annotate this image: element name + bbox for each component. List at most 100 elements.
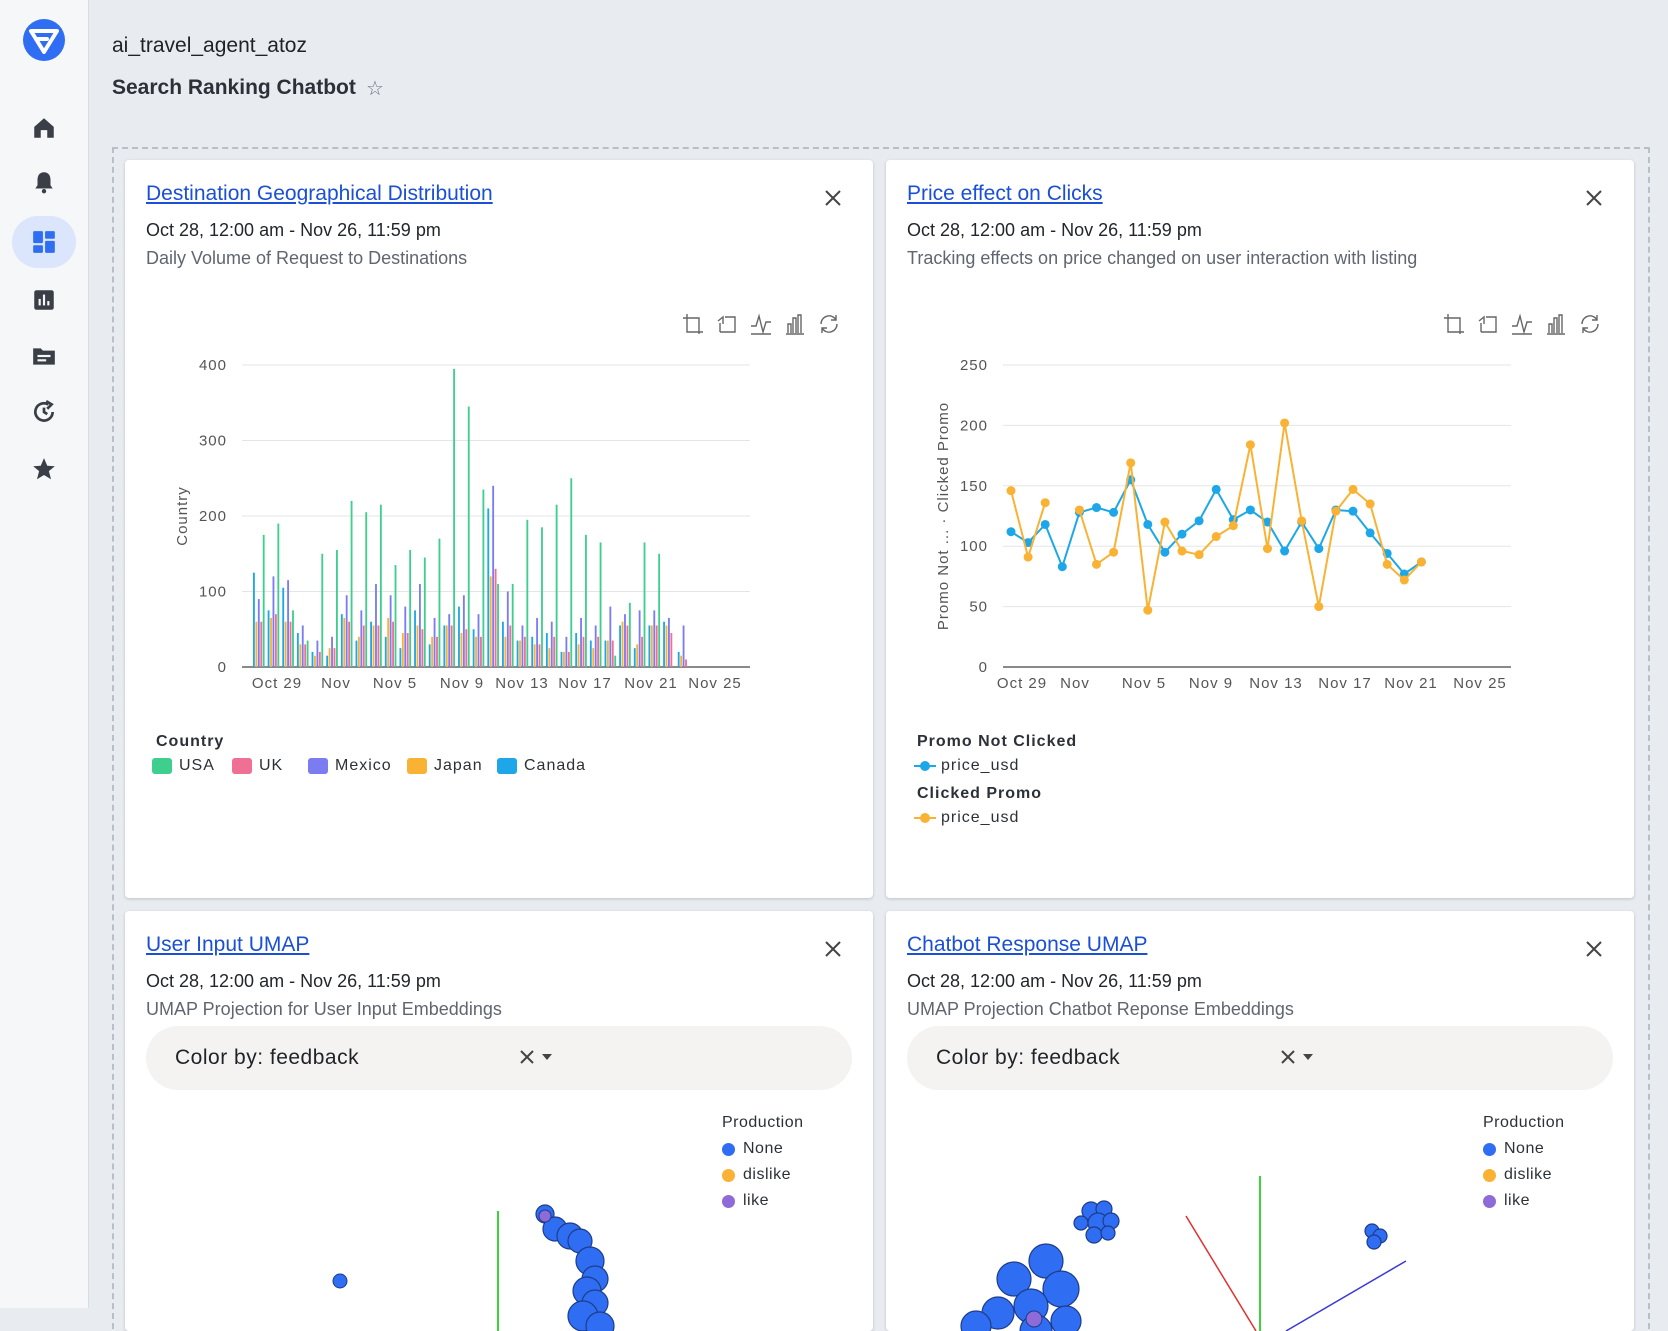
legend-dot xyxy=(722,1168,735,1182)
series-point-1 xyxy=(1109,547,1119,557)
zoom-select-icon[interactable] xyxy=(681,312,705,336)
legend-title: Production xyxy=(722,1114,804,1131)
series-point-1 xyxy=(1331,506,1341,516)
bar-usa xyxy=(614,655,617,667)
bar-japan xyxy=(519,640,521,667)
series-point-1 xyxy=(1074,505,1084,515)
bar-usa xyxy=(628,602,631,667)
chevron-down-icon[interactable] xyxy=(1303,1054,1313,1060)
x-tick-label: Nov 5 xyxy=(373,675,417,692)
legend-item[interactable]: price_usd xyxy=(914,809,1019,827)
color-by-select[interactable]: Color by: feedback xyxy=(146,1026,852,1090)
bar-japan xyxy=(533,644,536,667)
y-tick-label: 400 xyxy=(199,357,227,374)
analytics-icon[interactable] xyxy=(12,274,76,326)
close-icon[interactable] xyxy=(823,188,843,208)
bar-japan xyxy=(387,617,390,667)
umap-cluster xyxy=(960,1243,1082,1331)
legend-item-none[interactable]: None xyxy=(1483,1140,1544,1158)
card-title[interactable]: User Input UMAP xyxy=(146,933,310,956)
bar-uk xyxy=(406,633,409,667)
legend-item-dislike[interactable]: dislike xyxy=(722,1166,791,1184)
refresh-icon[interactable] xyxy=(817,312,841,336)
legend-item-uk[interactable]: UK xyxy=(232,757,283,775)
bar-usa xyxy=(262,534,265,667)
bar-uk xyxy=(685,659,687,667)
series-point-1 xyxy=(1211,532,1221,542)
y-axis-label: Country xyxy=(174,486,191,546)
history-icon[interactable] xyxy=(12,386,76,438)
bar-japan xyxy=(680,655,683,667)
bar-japan xyxy=(284,621,287,667)
bar-japan xyxy=(299,644,302,667)
legend-item-like[interactable]: like xyxy=(722,1192,769,1210)
legend-item-like[interactable]: like xyxy=(1483,1192,1530,1210)
home-icon[interactable] xyxy=(12,102,76,154)
card-title[interactable]: Chatbot Response UMAP xyxy=(907,933,1148,956)
bar-japan xyxy=(665,625,668,667)
legend-item[interactable]: price_usd xyxy=(914,757,1019,775)
star-icon[interactable] xyxy=(12,443,76,495)
bar-usa xyxy=(379,504,382,667)
y-tick-label: 100 xyxy=(960,538,988,555)
series-point-1 xyxy=(1126,458,1136,468)
bar-japan xyxy=(401,633,404,667)
legend-item-mexico[interactable]: Mexico xyxy=(308,757,392,775)
clear-icon[interactable] xyxy=(1279,1048,1297,1066)
app-logo-icon[interactable] xyxy=(22,18,66,62)
bar-mexico xyxy=(448,614,451,667)
legend-item-japan[interactable]: Japan xyxy=(407,757,483,775)
card-title[interactable]: Destination Geographical Distribution xyxy=(146,182,493,205)
bar-mexico xyxy=(301,625,304,667)
bell-icon[interactable] xyxy=(12,156,76,208)
card-title[interactable]: Price effect on Clicks xyxy=(907,182,1103,205)
bar-canada xyxy=(340,614,343,667)
favorite-star-icon[interactable]: ☆ xyxy=(366,78,384,100)
close-icon[interactable] xyxy=(823,939,843,959)
y-tick-label: 250 xyxy=(960,357,988,374)
chevron-down-icon[interactable] xyxy=(542,1054,552,1060)
color-by-select[interactable]: Color by: feedback xyxy=(907,1026,1613,1090)
legend-item-canada[interactable]: Canada xyxy=(497,757,586,775)
y-tick-label: 200 xyxy=(960,417,988,434)
dashboard-icon[interactable] xyxy=(12,216,76,268)
bar-usa xyxy=(643,542,646,667)
line-chart-icon[interactable] xyxy=(1510,312,1534,336)
bar-usa xyxy=(570,478,573,667)
bar-usa xyxy=(467,406,470,667)
refresh-icon[interactable] xyxy=(1578,312,1602,336)
x-tick-label: Nov 9 xyxy=(440,675,484,692)
legend-item-none[interactable]: None xyxy=(722,1140,783,1158)
bar-usa xyxy=(277,523,280,667)
legend-label: Canada xyxy=(524,757,587,774)
line-chart-icon[interactable] xyxy=(749,312,773,336)
legend-item-dislike[interactable]: dislike xyxy=(1483,1166,1552,1184)
legend-swatch xyxy=(308,758,328,774)
series-point-0 xyxy=(1280,546,1290,556)
legend-dot xyxy=(722,1194,735,1208)
series-line-1 xyxy=(1010,422,1423,611)
y-axis-label: Promo Not ... · Clicked Promo xyxy=(935,402,952,630)
zoom-reset-icon[interactable] xyxy=(715,312,739,336)
series-point-0 xyxy=(1314,544,1324,554)
folder-icon[interactable] xyxy=(12,330,76,382)
clear-icon[interactable] xyxy=(518,1048,536,1066)
bar-uk xyxy=(260,621,263,667)
bar-uk xyxy=(465,629,468,667)
bar-japan xyxy=(475,636,477,667)
close-icon[interactable] xyxy=(1584,939,1604,959)
series-point-0 xyxy=(1006,527,1016,537)
bar-japan xyxy=(270,617,272,667)
bar-usa xyxy=(336,549,338,667)
bar-chart-icon[interactable] xyxy=(1544,312,1568,336)
bar-mexico xyxy=(419,583,421,667)
bar-chart-icon[interactable] xyxy=(783,312,807,336)
umap-cluster xyxy=(1073,1200,1120,1244)
legend-item-usa[interactable]: USA xyxy=(152,757,215,775)
bar-uk xyxy=(274,614,277,667)
zoom-select-icon[interactable] xyxy=(1442,312,1466,336)
zoom-reset-icon[interactable] xyxy=(1476,312,1500,336)
bar-mexico xyxy=(287,580,290,667)
close-icon[interactable] xyxy=(1584,188,1604,208)
bar-japan xyxy=(255,621,258,667)
